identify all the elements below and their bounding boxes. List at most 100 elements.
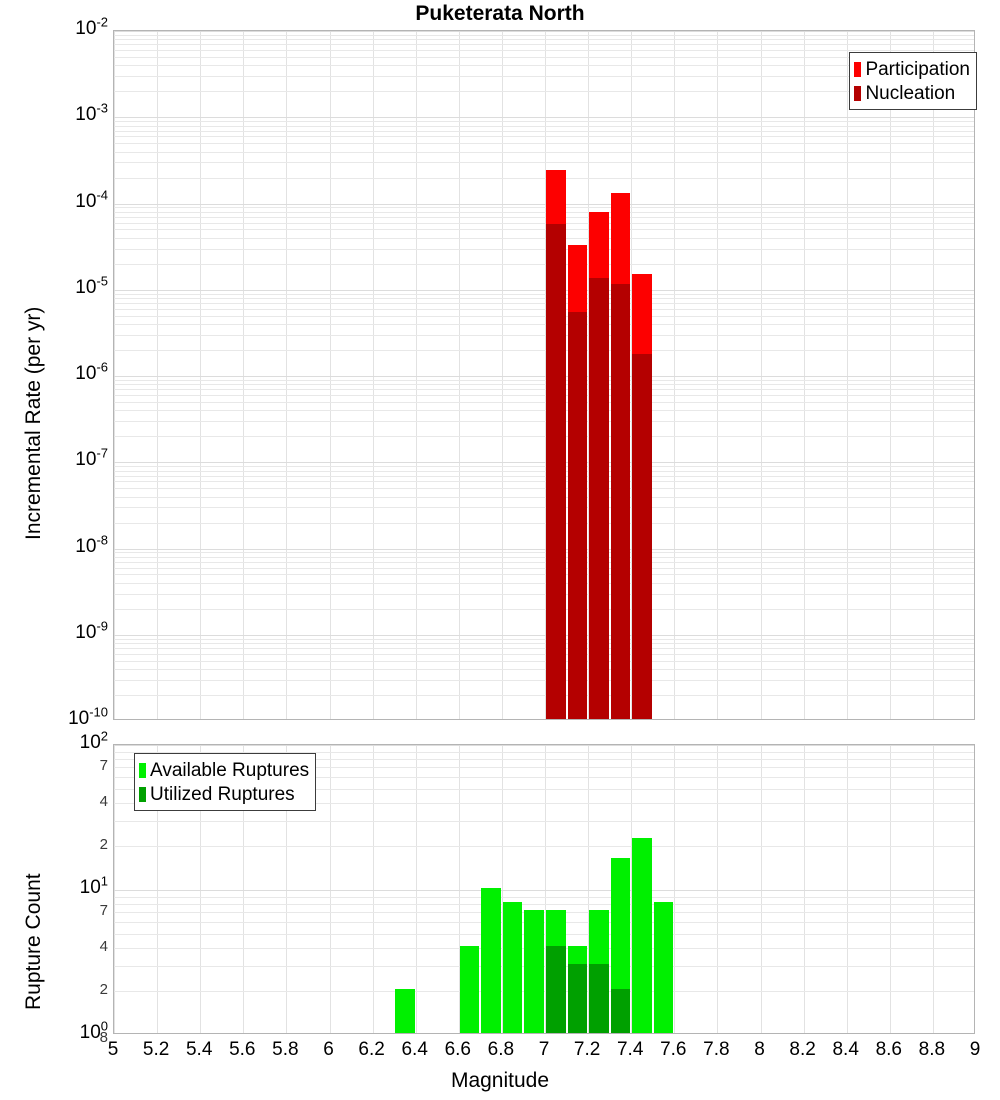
- gridline-horizontal-minor: [114, 410, 974, 411]
- gridline-horizontal-minor: [114, 131, 974, 132]
- y-tick-label: 10-9: [75, 618, 108, 643]
- y-tick-label: 10-3: [75, 100, 108, 126]
- gridline-horizontal-minor: [114, 384, 974, 385]
- gridline-horizontal-minor: [114, 126, 974, 127]
- gridline-vertical: [588, 745, 590, 1033]
- gridline-horizontal-minor: [114, 152, 974, 153]
- gridline-horizontal-minor: [114, 50, 974, 51]
- gridline-horizontal-minor: [114, 324, 974, 325]
- x-tick-label: 9: [969, 1039, 981, 1060]
- gridline-horizontal-minor: [114, 552, 974, 553]
- x-tick-label: 8.4: [832, 1039, 859, 1060]
- gridline-horizontal-minor: [114, 350, 974, 351]
- y-tick-label: 10-4: [75, 187, 108, 212]
- gridline-horizontal-minor: [114, 777, 974, 778]
- gridline-horizontal-minor: [114, 335, 974, 336]
- legend-swatch-icon: [139, 786, 146, 802]
- gridline-horizontal-minor: [114, 229, 974, 230]
- gridline-horizontal-minor: [114, 298, 974, 299]
- bar-utilized-ruptures-7.3: [610, 989, 631, 1033]
- legend-swatch-icon: [139, 762, 146, 778]
- gridline-horizontal-minor: [114, 136, 974, 137]
- page-title: Puketerata North: [415, 2, 585, 25]
- x-tick-label: 6.4: [401, 1039, 428, 1060]
- y-tick-label-minor: 2: [99, 836, 108, 854]
- gridline-vertical: [458, 745, 460, 1033]
- gridline-horizontal-minor: [114, 380, 974, 381]
- gridline-horizontal-minor: [114, 143, 974, 144]
- legend-item: Utilized Ruptures: [139, 782, 309, 806]
- gridline-horizontal-minor: [114, 303, 974, 304]
- gridline-horizontal-minor: [114, 991, 974, 992]
- x-tick-label: 6.8: [487, 1039, 515, 1060]
- bar-available-ruptures-6.3: [395, 989, 415, 1033]
- gridline-horizontal-minor: [114, 789, 974, 790]
- gridline-horizontal-minor: [114, 389, 974, 390]
- gridline-horizontal-major: [114, 290, 974, 291]
- gridline-vertical: [803, 31, 805, 719]
- gridline-horizontal-major: [114, 376, 974, 377]
- y-tick-label-minor: 2: [99, 981, 108, 999]
- gridline-vertical: [114, 31, 115, 719]
- y-tick-label-minor: 8: [99, 1029, 108, 1046]
- gridline-vertical: [200, 31, 202, 719]
- gridline-vertical: [157, 31, 159, 719]
- gridline-vertical: [846, 31, 848, 719]
- gridline-horizontal-minor: [114, 217, 974, 218]
- gridline-vertical: [674, 745, 676, 1033]
- x-tick-label: 5: [107, 1039, 119, 1060]
- bar-utilized-ruptures-7.1: [567, 963, 588, 1033]
- gridline-horizontal-minor: [114, 57, 974, 58]
- gridline-vertical: [243, 31, 245, 719]
- gridline-horizontal-minor: [114, 76, 974, 77]
- gridline-horizontal-minor: [114, 594, 974, 595]
- y-tick-label: 10-6: [75, 359, 108, 384]
- x-tick-label: 5.8: [272, 1039, 299, 1060]
- gridline-vertical: [846, 745, 848, 1033]
- gridline-horizontal-minor: [114, 752, 974, 753]
- bar-utilized-ruptures-7.2: [589, 963, 609, 1033]
- gridline-horizontal-minor: [114, 934, 974, 935]
- gridline-horizontal-minor: [114, 966, 974, 967]
- gridline-horizontal-minor: [114, 207, 974, 208]
- x-tick-label: 5.2: [142, 1039, 170, 1060]
- gridline-horizontal-minor: [114, 121, 974, 122]
- gridline-vertical: [588, 31, 590, 719]
- bar-available-ruptures-7.5: [653, 902, 674, 1033]
- gridline-horizontal-minor: [114, 759, 974, 760]
- gridline-horizontal-minor: [114, 488, 974, 489]
- legend-item: Participation: [854, 57, 970, 81]
- gridline-horizontal-minor: [114, 466, 974, 467]
- y-tick-label-minor: 7: [99, 902, 108, 920]
- gridline-horizontal-minor: [114, 35, 974, 36]
- gridline-vertical: [372, 31, 374, 719]
- gridline-horizontal-minor: [114, 574, 974, 575]
- gridline-vertical: [243, 745, 245, 1033]
- gridline-horizontal-minor: [114, 897, 974, 898]
- gridline-vertical: [501, 31, 503, 719]
- x-tick-label: 6.6: [444, 1039, 471, 1060]
- gridline-horizontal-minor: [114, 223, 974, 224]
- bar-available-ruptures-6.9: [524, 910, 544, 1033]
- gridline-vertical: [803, 745, 805, 1033]
- gridline-horizontal-minor: [114, 568, 974, 569]
- bar-nucleation-7.2: [589, 277, 609, 719]
- gridline-vertical: [760, 31, 762, 719]
- bar-available-ruptures-7.4: [632, 838, 652, 1033]
- gridline-horizontal-minor: [114, 695, 974, 696]
- gridline-horizontal-minor: [114, 39, 974, 40]
- gridline-horizontal-minor: [114, 661, 974, 662]
- legend-swatch-icon: [854, 61, 862, 77]
- gridline-vertical: [760, 745, 762, 1033]
- x-tick-label: 8.6: [875, 1039, 902, 1060]
- x-tick-label: 7.4: [616, 1039, 644, 1060]
- x-tick-label: 7: [538, 1039, 550, 1060]
- y-tick-label: 10-5: [75, 273, 108, 298]
- gridline-horizontal-minor: [114, 643, 974, 644]
- gridline-vertical: [200, 745, 202, 1033]
- bar-nucleation-7.4: [632, 354, 652, 719]
- gridline-vertical: [932, 31, 934, 719]
- gridline-horizontal-minor: [114, 557, 974, 558]
- x-tick-label: 6: [323, 1039, 334, 1060]
- gridline-horizontal-minor: [114, 583, 974, 584]
